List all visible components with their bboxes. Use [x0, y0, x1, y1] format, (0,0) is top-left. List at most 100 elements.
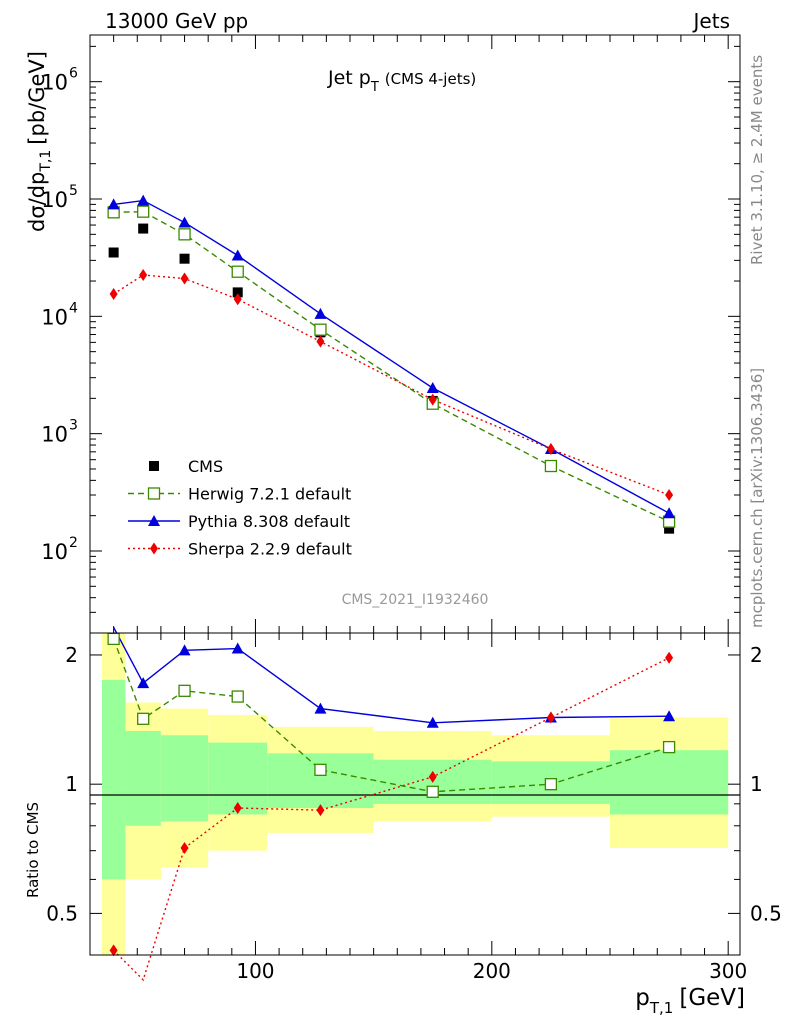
legend-marker [147, 487, 161, 500]
series-0-point [138, 223, 149, 234]
ratio-series-1-point [426, 785, 439, 798]
ratio-tick-label: 2 [750, 643, 763, 667]
ratio-series-1-point [178, 684, 191, 697]
series-0-point [232, 287, 243, 298]
y-tick-exponent: 5 [69, 183, 78, 199]
ratio-series-1-point [107, 632, 120, 646]
y-tick-exponent: 3 [69, 418, 78, 434]
y-tick-label: 10 [41, 540, 68, 564]
series-3-point [233, 293, 242, 306]
energy-label: 13000 GeV pp [105, 9, 248, 33]
ratio-line-1 [112, 638, 670, 793]
analysis-id: CMS_2021_I1932460 [342, 592, 489, 608]
y-tick-exponent: 6 [69, 66, 78, 82]
y-tick-label: 10 [41, 423, 68, 447]
legend-label: Sherpa 2.2.9 default [188, 540, 352, 559]
ratio-tick-label: 1 [65, 772, 78, 796]
band-green [102, 679, 126, 880]
series-3-point [180, 272, 189, 285]
ratio-y-label: Ratio to CMS [24, 802, 42, 898]
series-2-point [231, 249, 244, 261]
ratio-series-3-point [316, 804, 325, 817]
series-1-point [544, 459, 558, 473]
x-tick-label: 200 [473, 959, 511, 983]
x-axis-label: pT,1 [GeV] [635, 985, 745, 1017]
ratio-series-2-point [178, 644, 191, 656]
category-label: Jets [692, 9, 730, 33]
main-series-markers [107, 194, 676, 534]
ratio-series-1-point [314, 763, 327, 776]
ratio-series-2-point [137, 677, 150, 689]
y-tick-label: 10 [41, 71, 68, 95]
ratio-series-2-point [663, 710, 676, 722]
y-tick-exponent: 2 [69, 535, 78, 551]
series-line-3 [113, 274, 670, 496]
ratio-series-3-point [428, 770, 437, 783]
series-1-point [231, 265, 244, 278]
y-tick-label: 10 [41, 305, 68, 329]
ratio-series-lines [112, 626, 670, 982]
series-3-point [316, 335, 325, 348]
series-line-2 [113, 199, 670, 514]
ratio-series-1-point [662, 740, 676, 754]
y-tick-exponent: 4 [69, 300, 78, 316]
series-3-point [139, 269, 148, 282]
band-green [267, 753, 374, 809]
legend-label: CMS [188, 457, 223, 476]
ratio-line-3 [113, 657, 670, 982]
ratio-panel-bands [102, 633, 729, 955]
ratio-series-2-point [231, 642, 244, 654]
series-2-point [426, 382, 439, 394]
series-line-1 [113, 210, 670, 523]
legend-marker [148, 515, 160, 526]
ratio-tick-label: 0.5 [750, 901, 782, 925]
ratio-series-2-point [426, 716, 439, 728]
series-2-point [663, 507, 676, 519]
legend-label: Pythia 8.308 default [188, 512, 350, 531]
legend: CMS Herwig 7.2.1 default Pythia 8.308 defa… [128, 457, 352, 559]
band-green [125, 731, 161, 826]
y-tick-label: 10 [41, 188, 68, 212]
series-3-point [109, 288, 118, 301]
ratio-tick-label: 0.5 [46, 901, 78, 925]
ratio-series-3-point [546, 711, 555, 724]
series-2-point [314, 307, 327, 319]
ratio-series-3-point [233, 802, 242, 815]
ratio-series-markers [107, 632, 676, 957]
x-tick-label: 300 [709, 959, 747, 983]
main-series-lines [113, 199, 670, 523]
series-2-point [137, 194, 150, 206]
rivet-label: Rivet 3.1.10, ≥ 2.4M events [748, 55, 766, 265]
y-axis-label: dσ/dpT,1[pb/GeV] [25, 51, 54, 232]
ratio-panel-frame [89, 632, 741, 956]
band-green [160, 735, 209, 822]
series-0-point [108, 247, 119, 258]
series-3-point [546, 443, 555, 456]
legend-label: Herwig 7.2.1 default [188, 485, 351, 504]
ratio-series-3-point [180, 842, 189, 855]
ratio-series-1-point [137, 712, 150, 725]
ratio-tick-label: 1 [750, 772, 763, 796]
band-green [610, 750, 729, 815]
mcplots-label: mcplots.cern.ch [arXiv:1306.3436] [748, 368, 766, 628]
ratio-axis-ticks: 0.5 0.5 1 1 2 2 100 200 300 [46, 643, 782, 983]
ratio-series-3-point [665, 651, 674, 664]
ratio-tick-label: 2 [65, 643, 78, 667]
series-3-point [428, 393, 437, 406]
legend-marker [150, 542, 158, 555]
ratio-series-2-point [314, 702, 327, 714]
ratio-series-1-point [544, 778, 558, 791]
ratio-series-3-point [109, 944, 118, 957]
series-1-point [314, 323, 327, 336]
series-1-point [137, 205, 150, 218]
chart-title: Jet pT (CMS 4-jets) [327, 67, 476, 95]
series-2-point [178, 216, 191, 228]
series-0-point [664, 523, 675, 534]
ratio-series-1-point [231, 690, 244, 703]
series-0-point [179, 253, 190, 264]
series-1-point [178, 228, 191, 241]
legend-marker [149, 461, 159, 471]
ratio-line-2 [113, 626, 670, 724]
series-2-point [107, 198, 120, 210]
